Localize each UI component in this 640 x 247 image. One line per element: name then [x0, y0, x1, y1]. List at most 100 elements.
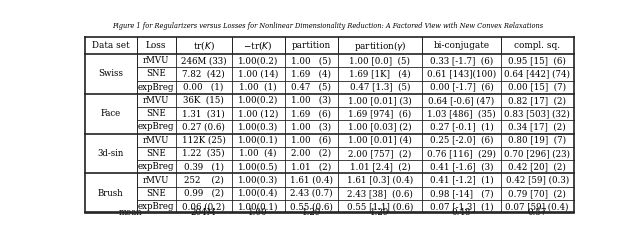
Bar [285, 37, 338, 54]
Bar [85, 54, 136, 67]
Bar [175, 81, 232, 94]
Text: 1.00   (6): 1.00 (6) [291, 136, 332, 145]
Bar [338, 54, 422, 67]
Text: Loss: Loss [146, 41, 166, 50]
Bar [136, 107, 175, 120]
Text: rMVU: rMVU [143, 96, 170, 105]
Bar [338, 134, 422, 147]
Text: 2.43 [38]  (0.6): 2.43 [38] (0.6) [347, 189, 413, 198]
Text: 1.01 [2.4]  (2): 1.01 [2.4] (2) [349, 162, 410, 171]
Bar [85, 81, 136, 94]
Bar [422, 173, 500, 187]
Bar [232, 120, 285, 134]
Text: 0.07 [-1.3]  (1): 0.07 [-1.3] (1) [429, 202, 493, 211]
Bar [500, 107, 573, 120]
Text: 0.41 [-1.2]  (1): 0.41 [-1.2] (1) [429, 176, 493, 185]
Bar [136, 160, 175, 173]
Text: 0.64 [442] (74): 0.64 [442] (74) [504, 69, 570, 78]
Text: partition: partition [292, 41, 331, 50]
Text: 7.82  (42): 7.82 (42) [182, 69, 225, 78]
Text: 1.69   (4): 1.69 (4) [291, 69, 332, 78]
Bar [232, 37, 285, 54]
Text: 1.03 [486]  (35): 1.03 [486] (35) [427, 109, 496, 118]
Bar [338, 200, 422, 213]
Bar [232, 173, 285, 187]
Bar [136, 94, 175, 107]
Text: 252    (2): 252 (2) [184, 176, 223, 185]
Text: 0.41 [-1.6]  (3): 0.41 [-1.6] (3) [429, 162, 493, 171]
Bar [500, 160, 573, 173]
Text: 0.70 [296] (23): 0.70 [296] (23) [504, 149, 570, 158]
Bar [285, 94, 338, 107]
Bar [338, 107, 422, 120]
Bar [500, 147, 573, 160]
Bar [285, 107, 338, 120]
Text: 1.00   (5): 1.00 (5) [291, 56, 332, 65]
Text: 0.27 (0.6): 0.27 (0.6) [182, 123, 225, 131]
Text: 1.00(0.5): 1.00(0.5) [238, 162, 278, 171]
Text: partition($\gamma$): partition($\gamma$) [354, 39, 406, 53]
Text: 0.57: 0.57 [527, 208, 547, 217]
Text: 1.00 [0.03] (2): 1.00 [0.03] (2) [348, 123, 412, 131]
Text: 1.31  (31): 1.31 (31) [182, 109, 225, 118]
Text: rMVU: rMVU [143, 176, 170, 185]
Text: 1.69 [1K]   (4): 1.69 [1K] (4) [349, 69, 411, 78]
Text: 0.06 (0.2): 0.06 (0.2) [182, 202, 225, 211]
Bar [338, 212, 422, 213]
Text: 0.00   (1): 0.00 (1) [184, 83, 224, 92]
Bar [338, 67, 422, 81]
Bar [175, 37, 232, 54]
Bar [232, 212, 285, 213]
Text: 1.00 (12): 1.00 (12) [238, 109, 278, 118]
Bar [500, 37, 573, 54]
Bar [285, 54, 338, 67]
Text: 0.42 [59] (0.3): 0.42 [59] (0.3) [506, 176, 569, 185]
Bar [338, 147, 422, 160]
Text: 0.64 [-0.6] (47): 0.64 [-0.6] (47) [428, 96, 495, 105]
Text: 1.00(0.1): 1.00(0.1) [238, 202, 278, 211]
Bar [232, 160, 285, 173]
Text: 1.00  (4): 1.00 (4) [239, 149, 277, 158]
Bar [85, 173, 136, 187]
Text: Data set: Data set [92, 41, 129, 50]
Bar [136, 81, 175, 94]
Bar [500, 67, 573, 81]
Text: 0.42 [20]  (2): 0.42 [20] (2) [508, 162, 566, 171]
Bar [500, 212, 573, 213]
Text: 0.48: 0.48 [452, 208, 471, 217]
Text: 0.83 [503] (32): 0.83 [503] (32) [504, 109, 570, 118]
Bar [422, 37, 500, 54]
Bar [422, 187, 500, 200]
Bar [175, 134, 232, 147]
Text: mean: mean [118, 208, 142, 217]
Bar [232, 81, 285, 94]
Text: 0.95 [15]  (6): 0.95 [15] (6) [508, 56, 566, 65]
Text: 2.43 (0.7): 2.43 (0.7) [290, 189, 333, 198]
Bar [136, 212, 175, 213]
Text: 1.00 (14): 1.00 (14) [238, 69, 278, 78]
Bar [232, 134, 285, 147]
Text: 0.39   (1): 0.39 (1) [184, 162, 223, 171]
Bar [232, 147, 285, 160]
Bar [175, 200, 232, 213]
Text: 1.00   (3): 1.00 (3) [291, 123, 332, 131]
Text: $-$tr($K$): $-$tr($K$) [243, 39, 273, 52]
Text: compl. sq.: compl. sq. [514, 41, 560, 50]
Text: SNE: SNE [146, 149, 166, 158]
Text: 0.07 [59] (0.4): 0.07 [59] (0.4) [506, 202, 569, 211]
Bar [85, 187, 136, 200]
Text: 1.00 [0.01] (3): 1.00 [0.01] (3) [348, 96, 412, 105]
Bar [338, 173, 422, 187]
Text: 0.00 [-1.7]  (6): 0.00 [-1.7] (6) [429, 83, 493, 92]
Text: 0.82 [17]  (2): 0.82 [17] (2) [508, 96, 566, 105]
Text: tr($K$): tr($K$) [193, 39, 214, 52]
Text: 0.33 [-1.7]  (6): 0.33 [-1.7] (6) [430, 56, 493, 65]
Text: 1.29: 1.29 [371, 208, 390, 217]
Text: 0.79 [70]  (2): 0.79 [70] (2) [508, 189, 566, 198]
Text: 1.29: 1.29 [301, 208, 321, 217]
Text: Swiss: Swiss [99, 69, 124, 78]
Text: expBreg: expBreg [138, 83, 174, 92]
Bar [422, 67, 500, 81]
Text: 204M: 204M [191, 208, 216, 217]
Bar [232, 200, 285, 213]
